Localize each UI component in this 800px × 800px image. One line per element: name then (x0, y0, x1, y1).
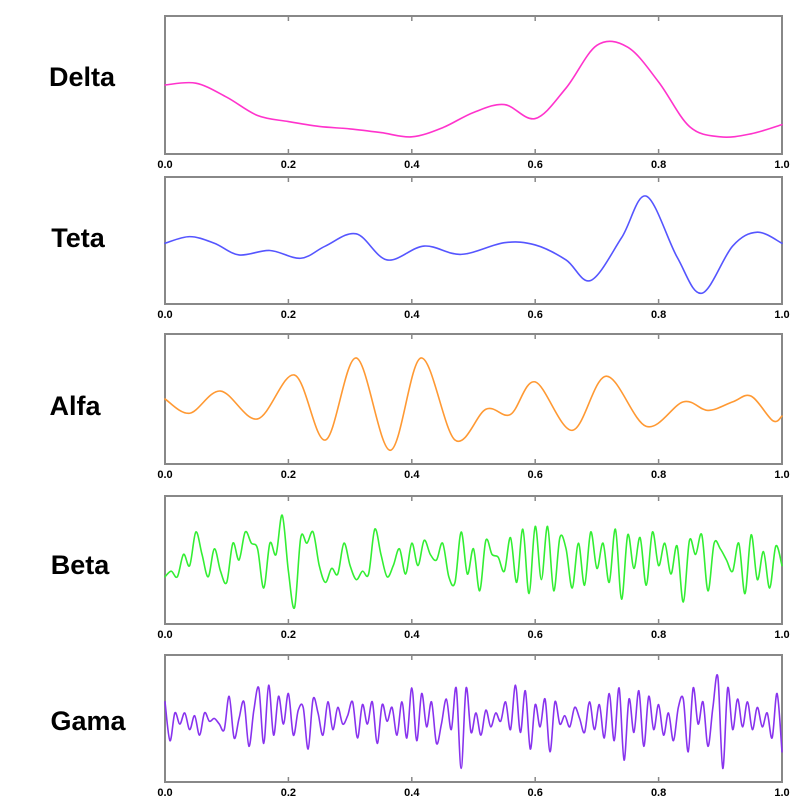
panel-beta: Beta 0.0 0.2 0.4 0.6 0.8 1.0 (51, 495, 790, 641)
tick-label: 1.0 (774, 309, 789, 321)
tick-label: 0.2 (281, 309, 296, 321)
tick-label: 0.2 (281, 159, 296, 171)
tick-label: 0.4 (404, 309, 420, 321)
tick-label: 0.2 (281, 469, 296, 481)
band-label-alfa: Alfa (49, 391, 101, 421)
series-line-alfa (164, 357, 783, 452)
panel-gama: Gama 0.0 0.2 0.4 0.6 0.8 1.0 (50, 654, 790, 799)
band-label-beta: Beta (51, 550, 111, 580)
tick-label: 0.8 (651, 787, 666, 799)
band-label-teta: Teta (51, 223, 105, 253)
plot-frame-beta (164, 495, 783, 625)
tick-label: 0.0 (157, 787, 172, 799)
tick-label: 0.6 (528, 629, 543, 641)
tick-label: 1.0 (774, 629, 789, 641)
band-label-gama: Gama (50, 706, 126, 736)
panel-delta: Delta 0.0 0.2 0.4 0.6 0.8 1.0 (49, 15, 790, 171)
panel-alfa: Alfa 0.0 0.2 0.4 0.6 0.8 1.0 (49, 333, 790, 481)
series-line-teta (164, 195, 783, 295)
series-line-beta (164, 514, 783, 610)
tick-label: 0.6 (528, 159, 543, 171)
band-label-delta: Delta (49, 62, 116, 92)
tick-label: 1.0 (774, 787, 789, 799)
plot-frame-alfa (164, 333, 783, 465)
tick-label: 0.0 (157, 629, 172, 641)
panel-teta: Teta 0.0 0.2 0.4 0.6 0.8 1.0 (51, 176, 790, 321)
series-line-delta (164, 40, 783, 138)
plot-frame-delta (164, 15, 783, 155)
tick-label: 0.4 (404, 159, 420, 171)
tick-label: 0.8 (651, 309, 666, 321)
tick-label: 0.0 (157, 159, 172, 171)
tick-label: 0.6 (528, 309, 543, 321)
tick-label: 1.0 (774, 469, 789, 481)
series-line-gama (164, 673, 783, 770)
tick-label: 0.4 (404, 469, 420, 481)
tick-label: 0.0 (157, 469, 172, 481)
plot-frame-teta (164, 176, 783, 305)
tick-label: 0.8 (651, 469, 666, 481)
tick-label: 1.0 (774, 159, 789, 171)
tick-label: 0.8 (651, 629, 666, 641)
tick-label: 0.8 (651, 159, 666, 171)
tick-label: 0.2 (281, 629, 296, 641)
tick-label: 0.4 (404, 629, 420, 641)
tick-label: 0.6 (528, 787, 543, 799)
plot-frame-gama (164, 654, 783, 783)
tick-label: 0.6 (528, 469, 543, 481)
tick-label: 0.4 (404, 787, 420, 799)
tick-label: 0.2 (281, 787, 296, 799)
tick-label: 0.0 (157, 309, 172, 321)
